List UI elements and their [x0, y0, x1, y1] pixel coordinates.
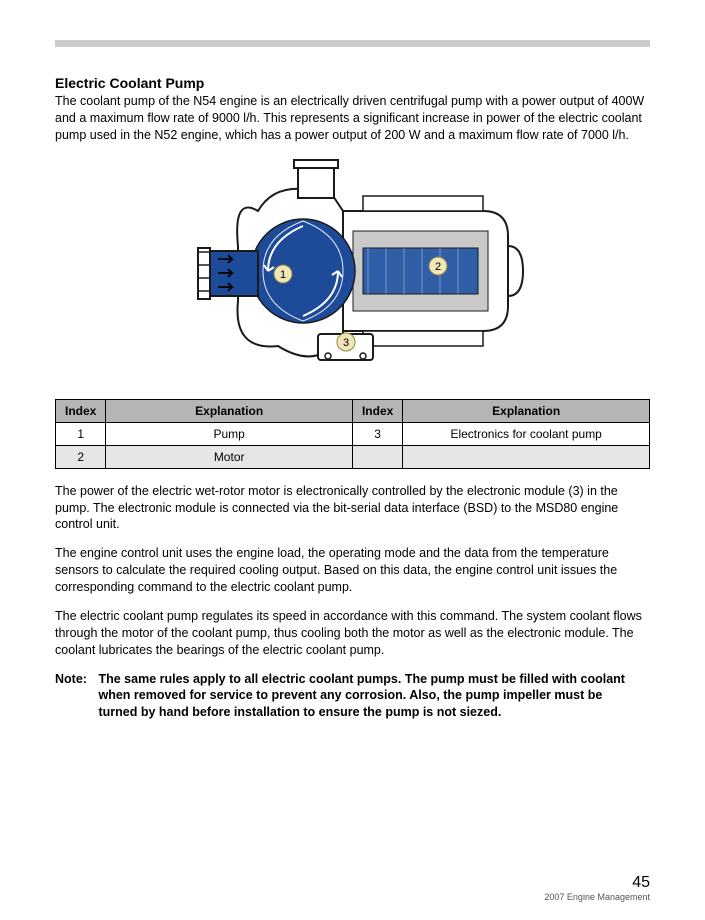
table-cell: Electronics for coolant pump	[403, 422, 650, 445]
paragraph-2: The power of the electric wet-rotor moto…	[55, 483, 650, 534]
table-cell: 2	[56, 445, 106, 468]
table-cell: Motor	[106, 445, 353, 468]
th-index-1: Index	[56, 399, 106, 422]
section-heading: Electric Coolant Pump	[55, 75, 650, 91]
table-cell	[403, 445, 650, 468]
page-number: 45	[544, 874, 650, 892]
footer-subtitle: 2007 Engine Management	[544, 892, 650, 902]
note-label: Note:	[55, 671, 95, 688]
table-cell: 3	[352, 422, 402, 445]
pump-cutaway-svg: 1 2 3	[168, 156, 538, 386]
note-body: The same rules apply to all electric coo…	[98, 671, 628, 722]
svg-text:2: 2	[434, 261, 440, 273]
pump-diagram: 1 2 3	[55, 156, 650, 391]
th-expl-1: Explanation	[106, 399, 353, 422]
paragraph-1: The coolant pump of the N54 engine is an…	[55, 93, 650, 144]
table-row: 1Pump3Electronics for coolant pump	[56, 422, 650, 445]
note-block: Note: The same rules apply to all electr…	[55, 671, 650, 722]
th-index-2: Index	[352, 399, 402, 422]
paragraph-4: The electric coolant pump regulates its …	[55, 608, 650, 659]
table-header-row: Index Explanation Index Explanation	[56, 399, 650, 422]
page-footer: 45 2007 Engine Management	[544, 874, 650, 902]
th-expl-2: Explanation	[403, 399, 650, 422]
table-row: 2Motor	[56, 445, 650, 468]
table-cell	[352, 445, 402, 468]
svg-text:3: 3	[342, 337, 348, 349]
table-cell: 1	[56, 422, 106, 445]
top-divider	[55, 40, 650, 47]
svg-text:1: 1	[279, 269, 285, 281]
table-cell: Pump	[106, 422, 353, 445]
index-table: Index Explanation Index Explanation 1Pum…	[55, 399, 650, 469]
paragraph-3: The engine control unit uses the engine …	[55, 545, 650, 596]
